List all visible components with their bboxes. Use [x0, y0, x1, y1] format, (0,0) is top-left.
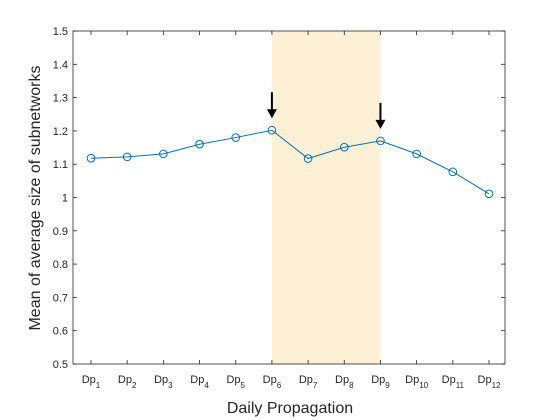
arrow-layer [266, 92, 386, 129]
x-tick-label: Dp3 [154, 374, 173, 390]
highlight-band-layer [271, 31, 381, 364]
label-layer: Daily Propagation Mean of average size o… [27, 65, 353, 417]
series-layer [86, 125, 494, 199]
highlight-band [271, 31, 381, 364]
x-tick-label: Dp11 [442, 374, 465, 390]
y-tick-label: 0.6 [53, 326, 68, 338]
data-point [122, 152, 132, 162]
data-point [303, 154, 313, 163]
data-point [339, 142, 349, 152]
y-tick-label: 0.5 [53, 359, 68, 371]
arrow-head [266, 109, 277, 119]
data-point [231, 133, 241, 142]
x-axis-label: Daily Propagation [227, 400, 353, 417]
x-tick-label: Dp7 [299, 374, 318, 390]
data-point [376, 136, 385, 146]
data-point [267, 125, 277, 135]
data-point [159, 149, 168, 159]
y-tick-label: 1 [62, 193, 68, 205]
x-tick-label: Dp5 [226, 374, 245, 390]
y-tick-label: 0.8 [53, 259, 68, 271]
data-point [484, 189, 494, 199]
x-tick-label: Dp9 [371, 374, 390, 390]
y-tick-label: 1.4 [53, 59, 68, 71]
x-tick-label: Dp10 [405, 374, 429, 390]
y-tick-label: 1.2 [53, 126, 68, 138]
data-point [195, 139, 204, 149]
x-tick-label: Dp6 [263, 374, 282, 390]
y-tick-label: 1.1 [53, 159, 68, 171]
y-tick-label: 0.7 [53, 292, 68, 304]
axes: 0.5 0.6 0.7 0.8 0.9 1 1.1 1.2 1.3 1.4 1.5 Dp1 Dp2 Dp3… [53, 26, 506, 390]
y-tick-label: 1.5 [53, 26, 68, 38]
data-point [448, 167, 458, 177]
x-tick-label: Dp2 [118, 374, 137, 390]
data-point [86, 153, 96, 163]
x-tick-label: Dp1 [82, 374, 101, 390]
arrow-head [375, 119, 386, 129]
y-tick-label: 1.3 [53, 93, 68, 105]
x-tick-label: Dp8 [335, 374, 354, 390]
data-point [412, 149, 421, 159]
x-tick-label: Dp12 [478, 374, 502, 390]
x-tick-label: Dp4 [190, 374, 209, 390]
series-line [90, 129, 490, 195]
y-tick-label: 0.9 [53, 226, 68, 238]
y-axis-label: Mean of average size of subnetworks [27, 65, 44, 330]
